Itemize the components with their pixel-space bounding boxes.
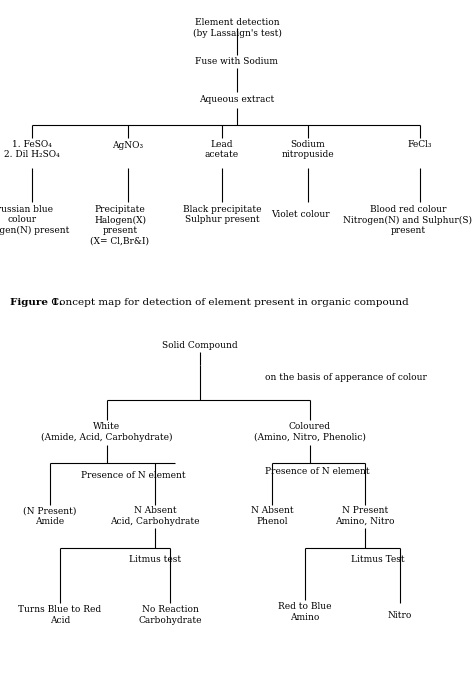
Text: Litmus test: Litmus test (129, 554, 181, 563)
Text: Turns Blue to Red
Acid: Turns Blue to Red Acid (18, 605, 101, 624)
Text: FeCl₃: FeCl₃ (408, 140, 432, 149)
Text: 1. FeSO₄
2. Dil H₂SO₄: 1. FeSO₄ 2. Dil H₂SO₄ (4, 140, 60, 159)
Text: Blood red colour
Nitrogen(N) and Sulphur(S)
present: Blood red colour Nitrogen(N) and Sulphur… (344, 205, 473, 235)
Text: (N Present)
Amide: (N Present) Amide (23, 506, 77, 526)
Text: Solid Compound: Solid Compound (162, 340, 238, 349)
Text: on the basis of apperance of colour: on the basis of apperance of colour (265, 373, 427, 383)
Text: Coloured
(Amino, Nitro, Phenolic): Coloured (Amino, Nitro, Phenolic) (254, 422, 366, 442)
Text: Lead
acetate: Lead acetate (205, 140, 239, 159)
Text: No Reaction
Carbohydrate: No Reaction Carbohydrate (138, 605, 202, 624)
Text: Presence of N element: Presence of N element (81, 471, 185, 479)
Text: Fuse with Sodium: Fuse with Sodium (195, 57, 279, 67)
Text: N Absent
Phenol: N Absent Phenol (251, 506, 293, 526)
Text: Figure 1.: Figure 1. (10, 298, 63, 307)
Text: Red to Blue
Amino: Red to Blue Amino (278, 602, 332, 622)
Text: prussian blue
colour
Nitrogen(N) present: prussian blue colour Nitrogen(N) present (0, 205, 69, 235)
Text: Element detection
(by Lassaign's test): Element detection (by Lassaign's test) (192, 18, 282, 37)
Text: Presence of N element: Presence of N element (265, 467, 370, 477)
Text: White
(Amide, Acid, Carbohydrate): White (Amide, Acid, Carbohydrate) (41, 422, 173, 442)
Text: Precipitate
Halogen(X)
present
(X= Cl,Br&I): Precipitate Halogen(X) present (X= Cl,Br… (91, 205, 149, 245)
Text: Sodium
nitropuside: Sodium nitropuside (282, 140, 334, 159)
Text: N Present
Amino, Nitro: N Present Amino, Nitro (335, 506, 395, 526)
Text: N Absent
Acid, Carbohydrate: N Absent Acid, Carbohydrate (110, 506, 200, 526)
Text: AgNO₃: AgNO₃ (112, 140, 144, 150)
Text: Violet colour: Violet colour (271, 210, 329, 219)
Text: Black precipitate
Sulphur present: Black precipitate Sulphur present (183, 205, 261, 225)
Text: Litmus Test: Litmus Test (351, 554, 405, 563)
Text: Concept map for detection of element present in organic compound: Concept map for detection of element pre… (48, 298, 409, 307)
Text: Nitro: Nitro (388, 610, 412, 620)
Text: Aqueous extract: Aqueous extract (200, 95, 274, 104)
